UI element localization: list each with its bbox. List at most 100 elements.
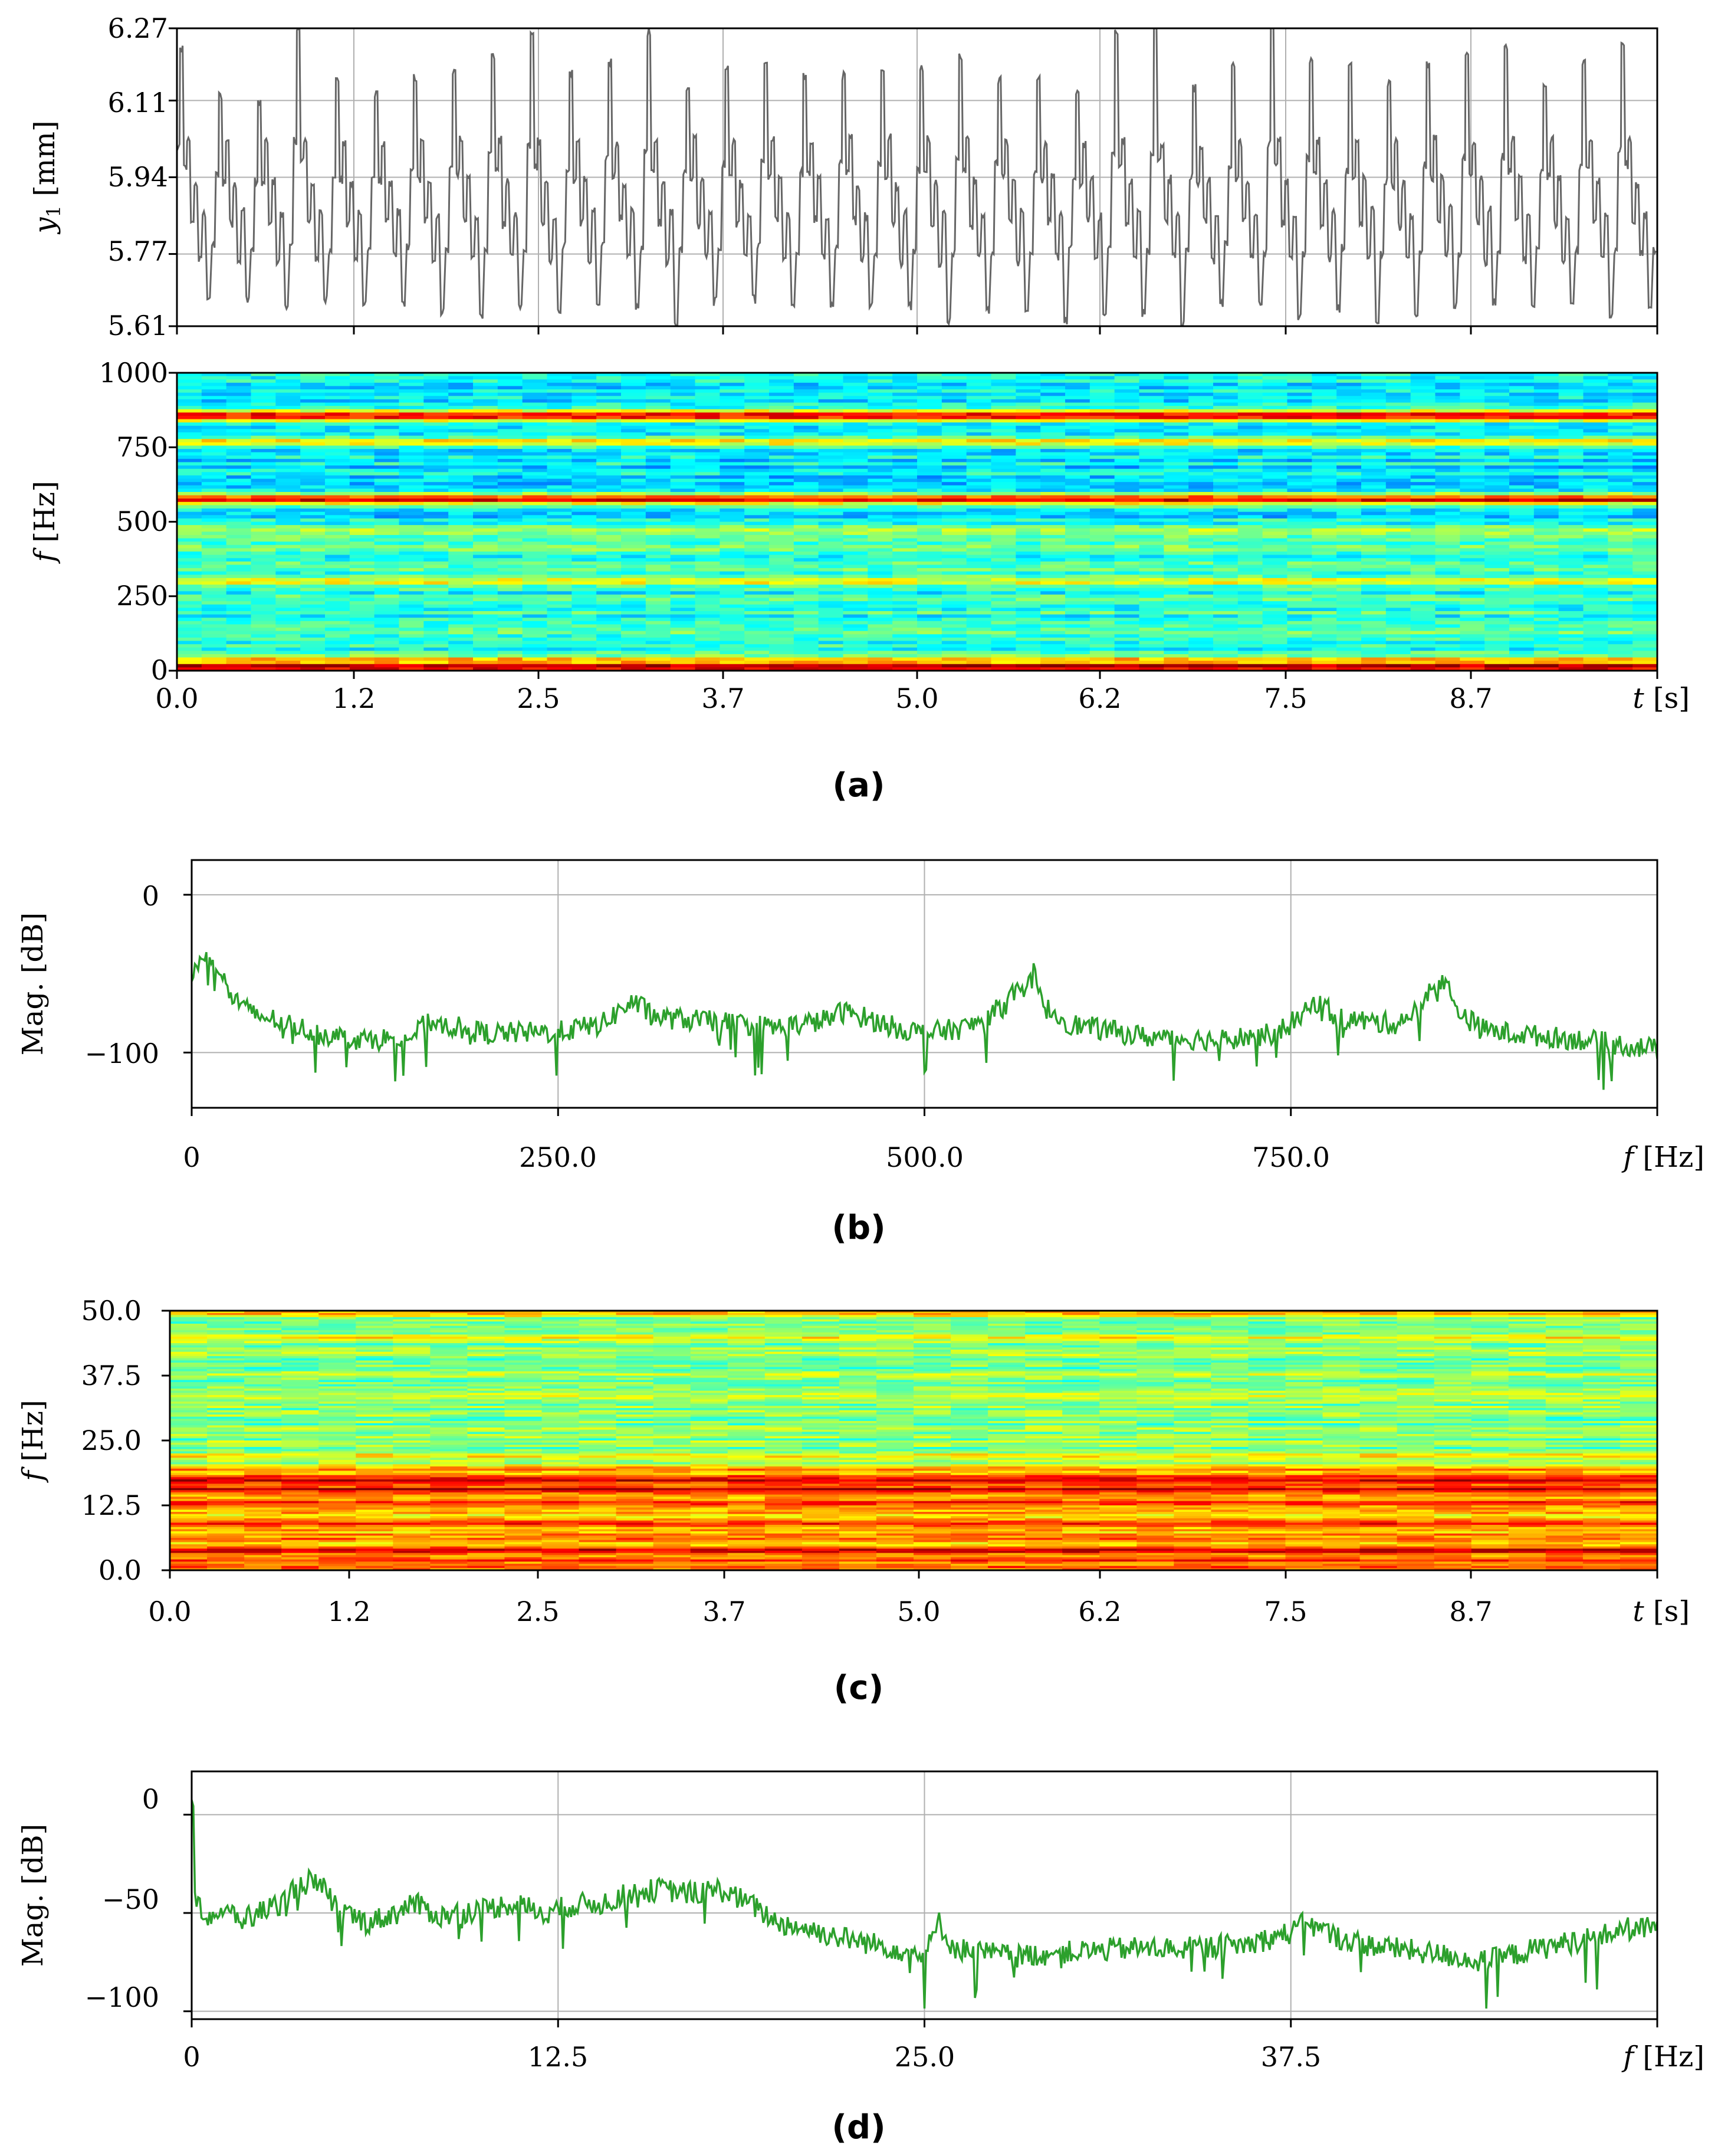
heatmap-cell xyxy=(1533,534,1559,539)
heatmap-cell xyxy=(1262,472,1288,476)
heatmap-cell xyxy=(1287,498,1313,503)
heatmap-cell xyxy=(720,488,745,493)
heatmap-cell xyxy=(843,488,869,493)
heatmap-cell xyxy=(201,588,227,592)
heatmap-cell xyxy=(1065,485,1090,490)
heatmap-cell xyxy=(1040,585,1066,589)
heatmap-cell xyxy=(325,552,350,556)
heatmap-cell xyxy=(966,585,992,589)
heatmap-cell xyxy=(695,588,721,592)
heatmap-cell xyxy=(892,498,918,503)
heatmap-cell xyxy=(226,614,252,619)
heatmap-cell xyxy=(522,452,548,457)
heatmap-cell xyxy=(1410,455,1436,460)
heatmap-cell xyxy=(621,432,646,437)
heatmap-cell xyxy=(1287,544,1313,549)
heatmap-cell xyxy=(1385,458,1411,463)
heatmap-cell xyxy=(1484,505,1510,509)
heatmap-cell xyxy=(1509,588,1535,592)
heatmap-cell xyxy=(991,452,1017,457)
heatmap-cell xyxy=(497,465,523,470)
heatmap-cell xyxy=(1558,594,1584,599)
heatmap-cell xyxy=(1361,641,1387,645)
heatmap-cell xyxy=(226,637,252,642)
heatmap-cell xyxy=(1484,495,1510,500)
heatmap-cell xyxy=(1608,561,1633,566)
heatmap-cell xyxy=(621,561,646,566)
heatmap-cell xyxy=(448,644,474,648)
heatmap-cell xyxy=(892,604,918,609)
heatmap-cell xyxy=(1188,575,1214,579)
heatmap-cell xyxy=(1287,568,1313,572)
heatmap-cell xyxy=(843,511,869,516)
heatmap-cell xyxy=(941,425,967,430)
heatmap-cell xyxy=(1385,554,1411,559)
heatmap-cell xyxy=(670,402,696,406)
heatmap-cell xyxy=(1262,644,1288,648)
heatmap-cell xyxy=(448,468,474,473)
heatmap-cell xyxy=(1213,552,1239,556)
heatmap-cell xyxy=(448,382,474,387)
heatmap-cell xyxy=(473,548,498,552)
heatmap-cell xyxy=(941,485,967,490)
heatmap-cell xyxy=(1287,591,1313,595)
heatmap-cell xyxy=(1509,641,1535,645)
heatmap-cell xyxy=(769,644,794,648)
heatmap-cell xyxy=(325,505,350,509)
heatmap-cell xyxy=(1509,624,1535,628)
heatmap-cell xyxy=(201,561,227,566)
heatmap-cell xyxy=(1460,614,1485,619)
heatmap-cell xyxy=(1632,432,1657,437)
heatmap-cell xyxy=(868,558,893,562)
heatmap-cell xyxy=(325,558,350,562)
heatmap-cell xyxy=(1065,544,1090,549)
heatmap-cell xyxy=(1460,531,1485,536)
heatmap-cell xyxy=(399,538,425,542)
heatmap-cell xyxy=(596,644,622,648)
heatmap-cell xyxy=(1385,495,1411,500)
heatmap-cell xyxy=(1312,419,1337,423)
heatmap-cell xyxy=(423,542,449,546)
heatmap-cell xyxy=(522,561,548,566)
heatmap-cell xyxy=(497,485,523,490)
heatmap-cell xyxy=(892,598,918,602)
heatmap-cell xyxy=(177,637,202,642)
heatmap-cell xyxy=(596,565,622,569)
heatmap-cell xyxy=(818,525,844,529)
heatmap-cell xyxy=(596,624,622,628)
heatmap-cell xyxy=(941,409,967,414)
heatmap-cell xyxy=(892,452,918,457)
heatmap-cell xyxy=(695,392,721,397)
heatmap-cell xyxy=(1114,534,1140,539)
heatmap-cell xyxy=(1632,575,1657,579)
heatmap-cell xyxy=(1016,641,1041,645)
heatmap-cell xyxy=(522,475,548,480)
heatmap-cell xyxy=(892,588,918,592)
heatmap-cell xyxy=(917,458,942,463)
heatmap-cell xyxy=(1484,621,1510,625)
heatmap-cell xyxy=(547,561,573,566)
heatmap-cell xyxy=(1188,468,1214,473)
heatmap-cell xyxy=(448,373,474,377)
heatmap-cell xyxy=(1385,575,1411,579)
heatmap-cell xyxy=(596,406,622,410)
heatmap-cell xyxy=(843,452,869,457)
heatmap-cell xyxy=(1410,406,1436,410)
heatmap-cell xyxy=(991,604,1017,609)
heatmap-cell xyxy=(1164,637,1189,642)
heatmap-cell xyxy=(941,571,967,576)
heatmap-cell xyxy=(917,641,942,645)
heatmap-cell xyxy=(1533,402,1559,406)
heatmap-cell xyxy=(1533,406,1559,410)
heatmap-cell xyxy=(1262,628,1288,632)
heatmap-cell xyxy=(1632,412,1657,416)
heatmap-cell xyxy=(1410,373,1436,377)
heatmap-cell xyxy=(917,445,942,449)
heatmap-cell xyxy=(473,528,498,533)
heatmap-cell xyxy=(1410,552,1436,556)
heatmap-cell xyxy=(1460,634,1485,638)
heatmap-cell xyxy=(670,439,696,443)
heatmap-cell xyxy=(769,511,794,516)
heatmap-cell xyxy=(744,528,770,533)
heatmap-cell xyxy=(1410,581,1436,585)
